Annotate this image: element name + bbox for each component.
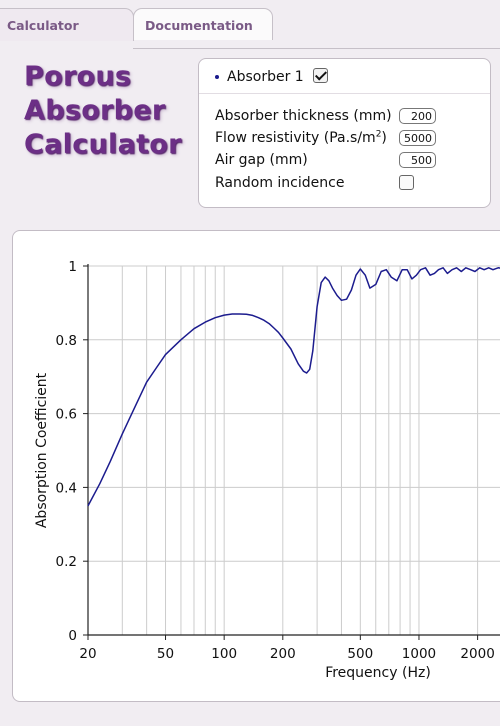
- panel-divider: [199, 93, 490, 94]
- x-tick-label: 50: [157, 646, 174, 662]
- random-incidence-checkbox[interactable]: [399, 175, 414, 190]
- airgap-input[interactable]: [399, 152, 436, 168]
- y-tick-label: 0.6: [56, 407, 77, 423]
- y-tick-label: 0.4: [56, 480, 77, 496]
- resistivity-label-end: ): [381, 130, 387, 146]
- thickness-input[interactable]: [399, 108, 436, 124]
- y-tick-label: 1: [68, 259, 77, 275]
- x-tick-label: 1000: [402, 646, 436, 662]
- absorption-chart: 0 0.2 0.4 0.6 0.8 1 20 50 100 200 500 1000 2000 Frequ…: [34, 259, 500, 681]
- absorber-label: Absorber 1: [227, 69, 304, 85]
- tab-divider: [133, 48, 500, 49]
- absorber-enabled-checkbox[interactable]: [313, 68, 328, 83]
- tab-calculator[interactable]: Calculator: [0, 8, 134, 41]
- random-incidence-label: Random incidence: [215, 175, 345, 191]
- resistivity-label: Flow resistivity (Pa.s/m2): [215, 128, 387, 148]
- y-axis-label: Absorption Coefficient: [34, 372, 50, 528]
- x-tick-label: 200: [270, 646, 296, 662]
- x-tick-label: 500: [347, 646, 373, 662]
- title-line: Porous: [24, 61, 132, 92]
- y-tick-label: 0.2: [56, 554, 77, 570]
- absorption-curve: [87, 267, 500, 507]
- airgap-row: Air gap (mm): [215, 150, 485, 170]
- x-tick-label: 100: [211, 646, 237, 662]
- tab-bar: Calculator Documentation: [0, 8, 500, 49]
- tab-documentation[interactable]: Documentation: [133, 8, 273, 40]
- random-incidence-row: Random incidence: [215, 173, 485, 193]
- bullet-icon: [215, 75, 219, 79]
- thickness-row: Absorber thickness (mm): [215, 106, 485, 126]
- x-tick-label: 2000: [460, 646, 494, 662]
- y-tick-label: 0: [68, 628, 77, 644]
- x-tick-label: 20: [79, 646, 96, 662]
- title-line: Calculator: [24, 129, 182, 160]
- thickness-label: Absorber thickness (mm): [215, 108, 392, 124]
- y-tick-label: 0.8: [56, 333, 77, 349]
- resistivity-input[interactable]: [399, 130, 436, 146]
- airgap-label: Air gap (mm): [215, 152, 308, 168]
- chart-panel: 0 0.2 0.4 0.6 0.8 1 20 50 100 200 500 1000 2000 Frequ…: [12, 230, 500, 702]
- x-axis-label: Frequency (Hz): [325, 665, 431, 681]
- resistivity-label-text: Flow resistivity (Pa.s/m: [215, 130, 376, 146]
- title-line: Absorber: [24, 95, 166, 126]
- resistivity-row: Flow resistivity (Pa.s/m2): [215, 128, 485, 148]
- resistivity-label-exponent: 2: [375, 129, 382, 140]
- page-title: Porous Absorber Calculator: [24, 60, 182, 162]
- absorber-settings-panel: Absorber 1 Absorber thickness (mm) Flow …: [198, 58, 491, 208]
